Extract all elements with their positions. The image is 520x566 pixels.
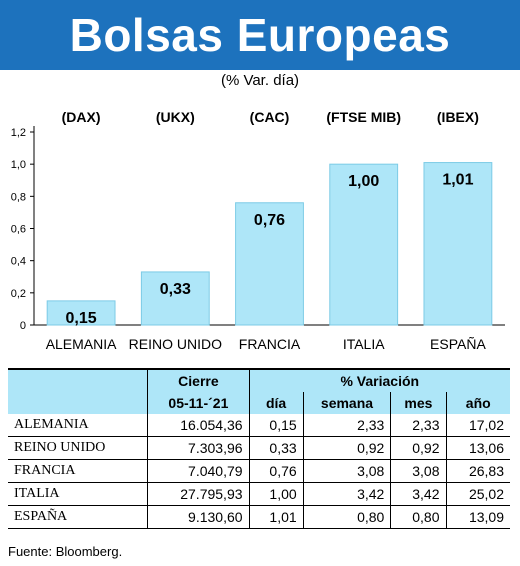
bar bbox=[235, 202, 304, 326]
row-semana: 2,33 bbox=[302, 414, 391, 437]
row-semana: 3,42 bbox=[302, 482, 391, 506]
y-tick-label: 0,6 bbox=[11, 224, 26, 236]
row-ano: 25,02 bbox=[445, 482, 510, 506]
y-tick-label: 1,0 bbox=[11, 159, 26, 171]
bar bbox=[46, 300, 116, 326]
row-cierre: 7.303,96 bbox=[147, 436, 250, 460]
row-semana: 0,92 bbox=[302, 436, 391, 460]
row-mes: 2,33 bbox=[390, 414, 446, 437]
row-name: ESPAÑA bbox=[8, 505, 148, 529]
bar bbox=[329, 163, 399, 326]
empty-header-cell bbox=[8, 392, 148, 414]
col-header-semana: semana bbox=[302, 392, 391, 414]
row-mes: 0,80 bbox=[390, 505, 446, 529]
variacion-header: % Variación bbox=[248, 368, 510, 392]
table-header-row-1: Cierre % Variación bbox=[8, 368, 510, 392]
row-ano: 13,09 bbox=[445, 505, 510, 529]
bar bbox=[140, 271, 210, 326]
table-row: ALEMANIA 16.054,36 0,15 2,33 2,33 17,02 bbox=[8, 414, 510, 437]
closing-table: Cierre % Variación 05-11-´21 día semana … bbox=[8, 368, 510, 529]
table-row: FRANCIA 7.040,79 0,76 3,08 3,08 26,83 bbox=[8, 459, 510, 483]
x-category-label: REINO UNIDO bbox=[129, 336, 222, 352]
row-name: FRANCIA bbox=[8, 459, 148, 483]
row-cierre: 27.795,93 bbox=[147, 482, 250, 506]
series-code-label: (FTSE MIB) bbox=[326, 109, 401, 125]
col-header-ano: año bbox=[445, 392, 510, 414]
row-dia: 0,33 bbox=[248, 436, 304, 460]
col-header-dia: día bbox=[248, 392, 304, 414]
row-cierre: 7.040,79 bbox=[147, 459, 250, 483]
series-code-label: (DAX) bbox=[62, 109, 101, 125]
row-mes: 3,08 bbox=[390, 459, 446, 483]
row-ano: 26,83 bbox=[445, 459, 510, 483]
row-name: ITALIA bbox=[8, 482, 148, 506]
bar bbox=[423, 162, 493, 326]
row-mes: 3,42 bbox=[390, 482, 446, 506]
bar-chart: 0 0,2 0,4 0,6 0,8 1,0 1,2 0,15 (DAX) ALEMANIA 0,33… bbox=[11, 109, 505, 352]
x-category-label: FRANCIA bbox=[239, 336, 301, 352]
chart-subtitle: (% Var. día) bbox=[220, 72, 300, 89]
y-tick-label: 1,2 bbox=[11, 127, 26, 139]
table-row: REINO UNIDO 7.303,96 0,33 0,92 0,92 13,0… bbox=[8, 436, 510, 460]
bar-value-label: 0,15 bbox=[66, 310, 97, 327]
title-banner: Bolsas Europeas bbox=[0, 0, 520, 70]
x-category-label: ESPAÑA bbox=[430, 336, 486, 352]
y-tick-label: 0,4 bbox=[11, 256, 26, 268]
series-code-label: (UKX) bbox=[156, 109, 195, 125]
date-header: 05-11-´21 bbox=[147, 392, 250, 414]
table-row: ITALIA 27.795,93 1,00 3,42 3,42 25,02 bbox=[8, 482, 510, 506]
row-name: ALEMANIA bbox=[8, 414, 148, 437]
source-note: Fuente: Bloomberg. bbox=[8, 544, 123, 559]
row-semana: 3,08 bbox=[302, 459, 391, 483]
bar-value-label: 1,01 bbox=[442, 172, 473, 189]
bar-value-label: 0,33 bbox=[160, 281, 191, 298]
row-dia: 0,76 bbox=[248, 459, 304, 483]
row-cierre: 16.054,36 bbox=[147, 414, 250, 437]
page-title: Bolsas Europeas bbox=[69, 9, 451, 61]
col-header-mes: mes bbox=[390, 392, 446, 414]
row-semana: 0,80 bbox=[302, 505, 391, 529]
x-category-label: ITALIA bbox=[343, 336, 385, 352]
bar-value-label: 1,00 bbox=[348, 173, 379, 190]
bar-value-label: 0,76 bbox=[254, 212, 285, 229]
row-dia: 0,15 bbox=[248, 414, 304, 437]
series-code-label: (IBEX) bbox=[437, 109, 479, 125]
empty-header-cell bbox=[8, 368, 148, 392]
row-dia: 1,01 bbox=[248, 505, 304, 529]
y-tick-label: 0,8 bbox=[11, 191, 26, 203]
series-code-label: (CAC) bbox=[250, 109, 290, 125]
row-dia: 1,00 bbox=[248, 482, 304, 506]
row-cierre: 9.130,60 bbox=[147, 505, 250, 529]
y-tick-label: 0,2 bbox=[11, 288, 26, 300]
row-ano: 17,02 bbox=[445, 414, 510, 437]
cierre-header: Cierre bbox=[147, 368, 250, 392]
x-category-label: ALEMANIA bbox=[46, 336, 117, 352]
table-header-row-2: 05-11-´21 día semana mes año bbox=[8, 392, 510, 414]
row-ano: 13,06 bbox=[445, 436, 510, 460]
y-tick-label: 0 bbox=[20, 320, 26, 332]
row-name: REINO UNIDO bbox=[8, 436, 148, 460]
table-row: ESPAÑA 9.130,60 1,01 0,80 0,80 13,09 bbox=[8, 505, 510, 529]
row-mes: 0,92 bbox=[390, 436, 446, 460]
